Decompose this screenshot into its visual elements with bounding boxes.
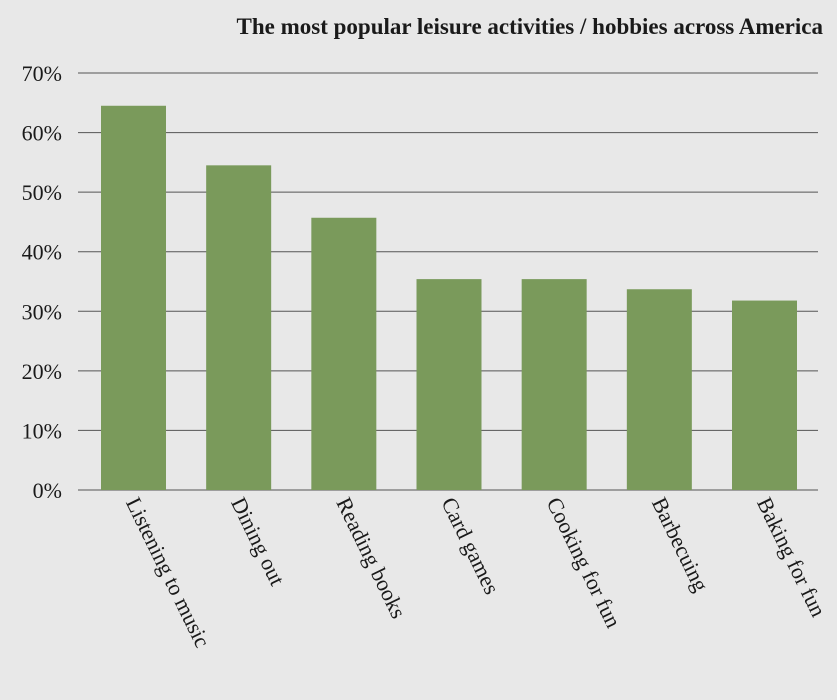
y-tick-label: 0% (33, 478, 62, 503)
bar (206, 165, 272, 491)
bars-layer (101, 105, 797, 491)
x-tick-label: Dining out (226, 493, 290, 589)
bar (416, 279, 482, 490)
bar (311, 217, 377, 490)
bar (626, 289, 692, 490)
y-axis-ticks: 0% 10% 20% 30% 40% 50% 60% 70% (22, 61, 62, 503)
x-tick-label: Barbecuing (647, 493, 714, 595)
bar (521, 279, 587, 490)
bar (101, 105, 166, 490)
y-tick-label: 50% (22, 180, 62, 205)
x-tick-label: Baking for fun (752, 493, 831, 620)
y-tick-label: 60% (22, 121, 62, 146)
x-tick-label: Reading books (331, 493, 411, 622)
x-tick-label: Listening to music (121, 493, 215, 651)
x-tick-label: Card games (437, 493, 505, 598)
y-tick-label: 70% (22, 61, 62, 86)
bar (732, 300, 797, 490)
x-tick-label: Cooking for fun (542, 493, 627, 631)
y-tick-label: 40% (22, 240, 62, 265)
x-axis-labels: Listening to music Dining out Reading book… (121, 493, 831, 651)
y-tick-label: 20% (22, 359, 62, 384)
chart-title: The most popular leisure activities / ho… (236, 14, 824, 39)
y-tick-label: 10% (22, 418, 62, 443)
y-tick-label: 30% (22, 299, 62, 324)
